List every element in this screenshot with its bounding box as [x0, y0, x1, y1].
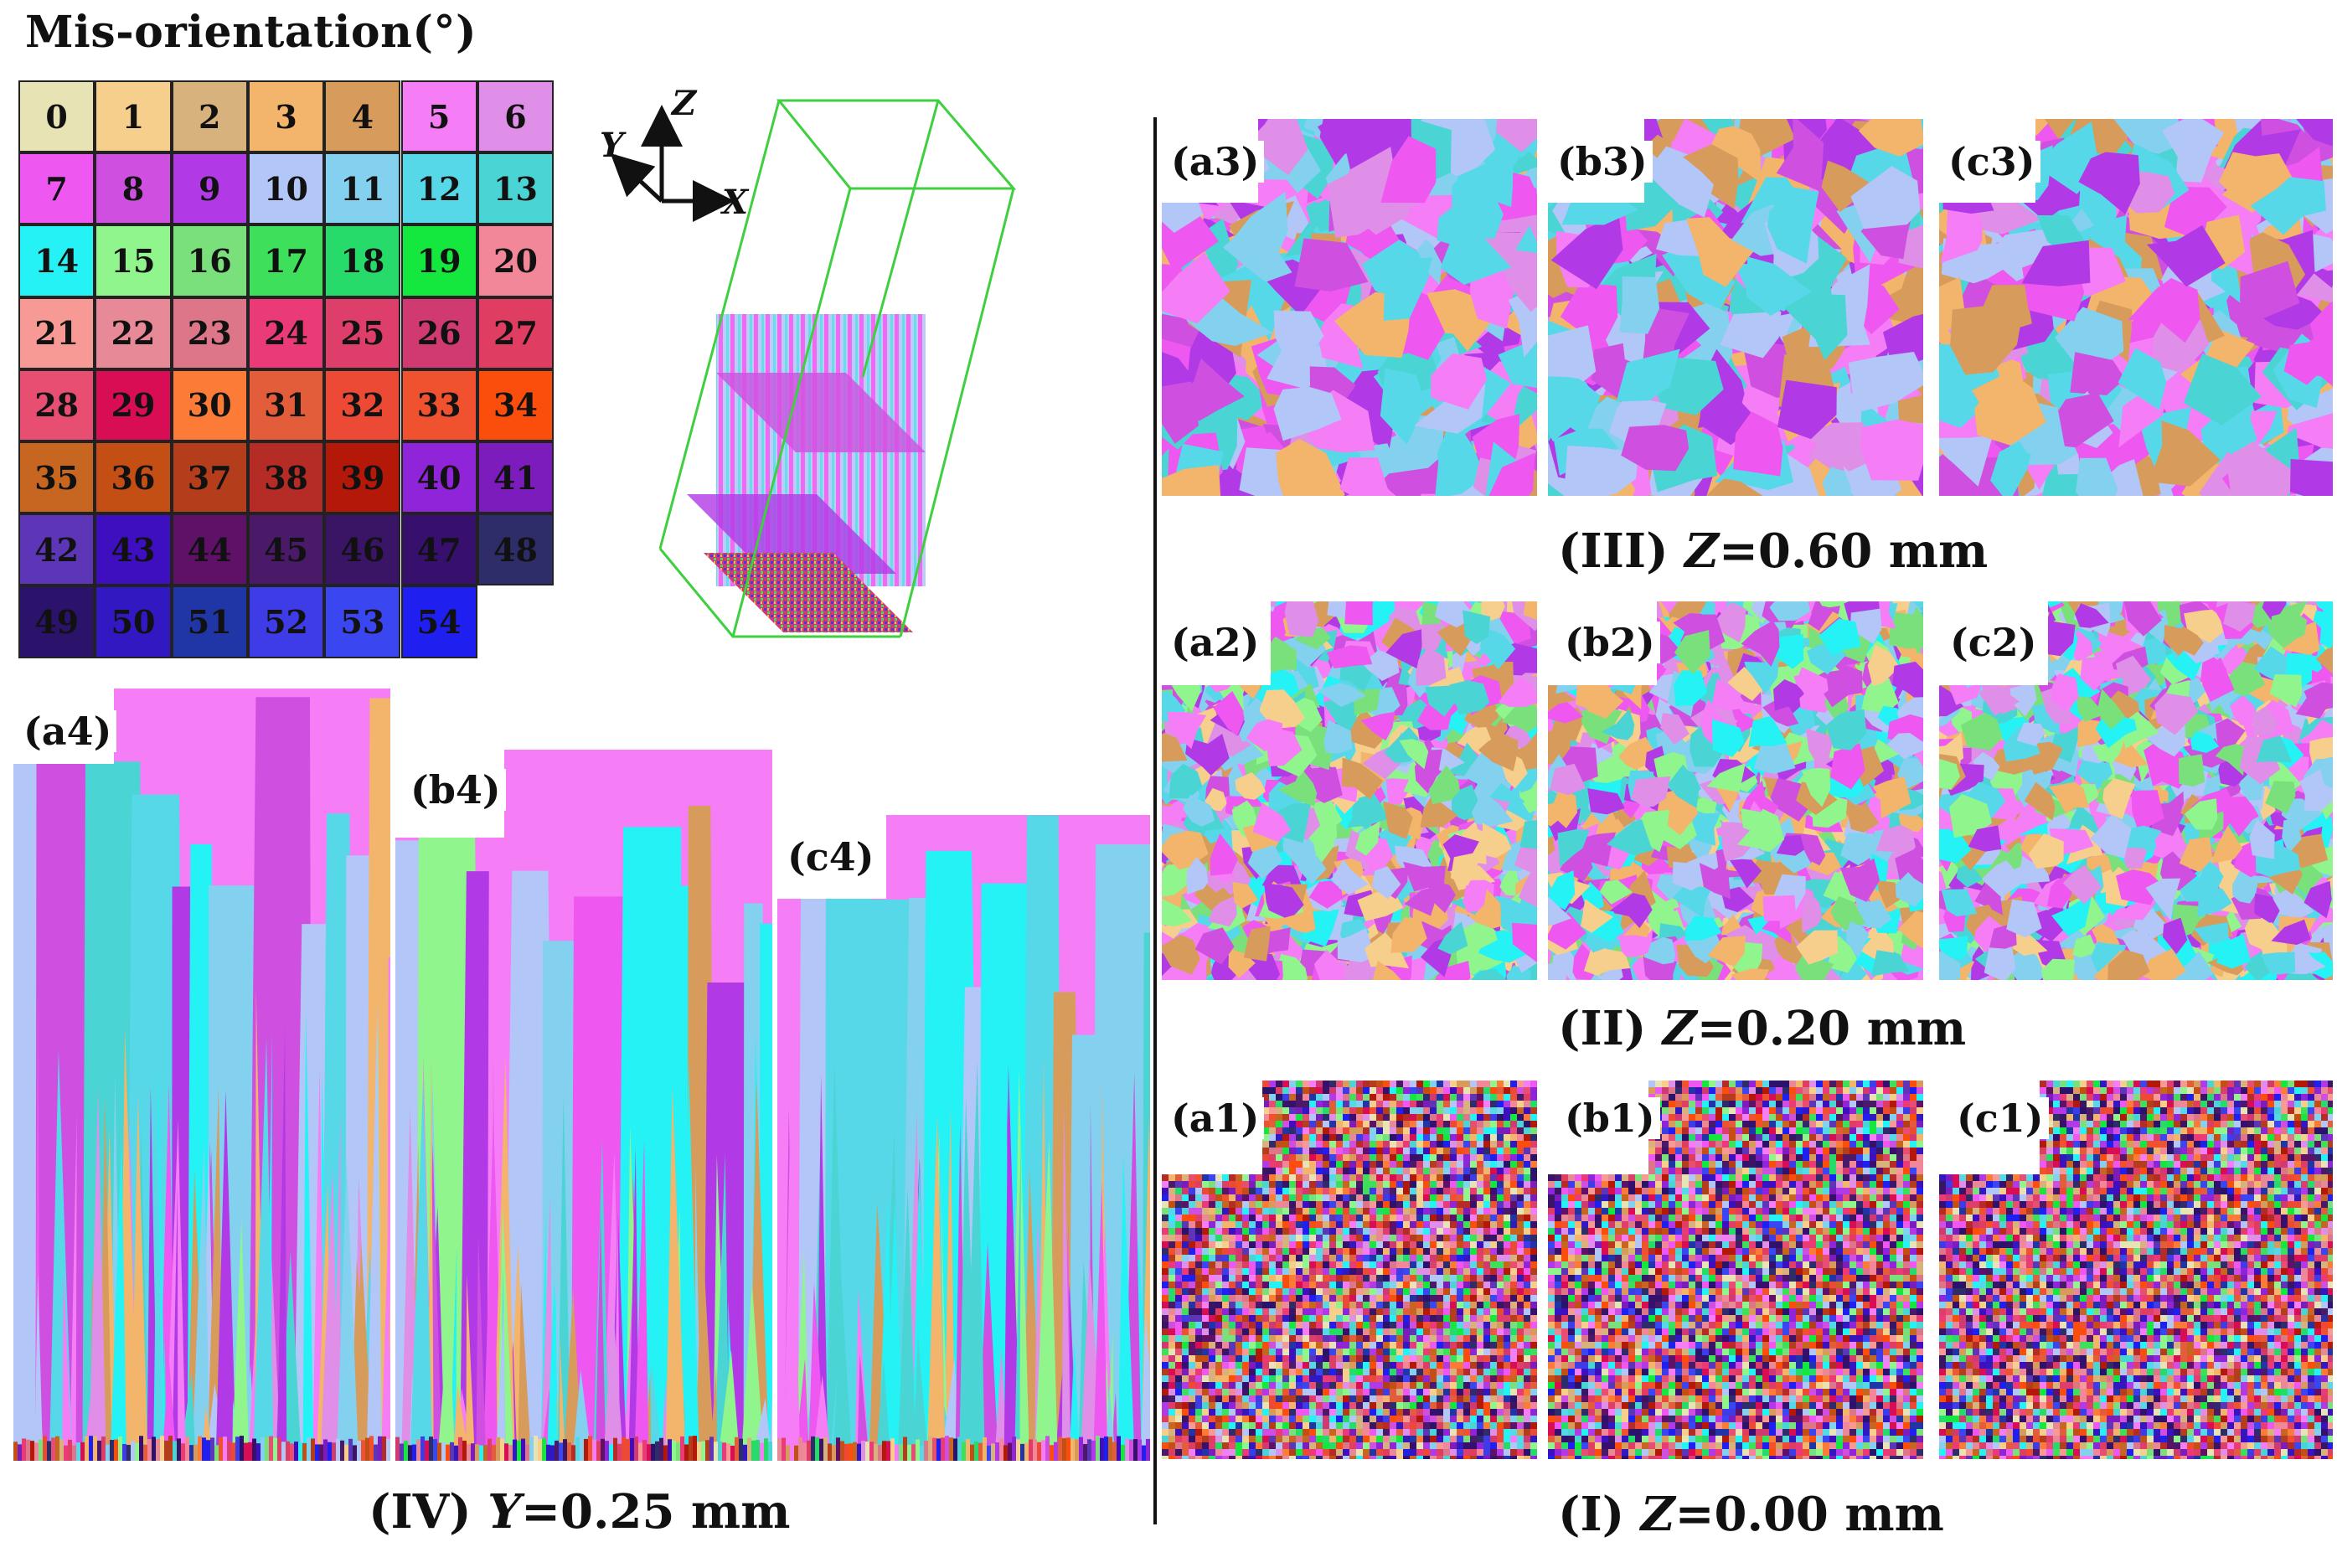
legend-cell: 53	[324, 585, 401, 658]
legend-cell: 16	[171, 224, 248, 297]
legend-cell: 52	[247, 585, 325, 658]
axis-x-label: X	[722, 183, 749, 222]
legend-cell: 18	[324, 224, 401, 297]
domain-3d-schematic	[637, 92, 1039, 645]
legend-cell: 3	[247, 80, 325, 153]
legend-cell: 1	[95, 80, 172, 153]
legend-cell: 51	[171, 585, 248, 658]
panel-a2	[1162, 601, 1537, 980]
panel-label-b1: (b1)	[1560, 1097, 1660, 1139]
legend-cell: 38	[247, 441, 325, 514]
legend-cell: 40	[400, 441, 477, 514]
legend-cell: 24	[247, 297, 325, 369]
legend-cell: 27	[477, 297, 555, 369]
panel-label-a2: (a2)	[1166, 622, 1265, 663]
legend-cell: 21	[18, 297, 95, 369]
legend-cell: 26	[400, 297, 477, 369]
legend-cell: 4	[324, 80, 401, 153]
legend-cell: 34	[477, 369, 555, 441]
section-divider	[1153, 117, 1157, 1524]
legend-cell: 17	[247, 224, 325, 297]
panel-c2	[1939, 601, 2333, 980]
panel-a4	[13, 689, 390, 1461]
caption-ii: (II) Z=0.20 mm	[1558, 1001, 1967, 1056]
legend-cell: 39	[324, 441, 401, 514]
legend-cell: 31	[247, 369, 325, 441]
legend-cell: 49	[18, 585, 95, 658]
legend-cell: 42	[18, 513, 95, 586]
panel-label-c4: (c4)	[782, 836, 880, 878]
panel-b4	[395, 750, 772, 1461]
misorientation-legend: 0 1 2 3 4 5 6 7 8 9 10 11 12 13 14 15 16 17 18 19 20 21 22 23 24…	[18, 80, 563, 675]
legend-cell: 7	[18, 152, 95, 225]
legend-cell: 28	[18, 369, 95, 441]
legend-cell: 2	[171, 80, 248, 153]
legend-cell: 15	[95, 224, 172, 297]
legend-cell: 10	[247, 152, 325, 225]
panel-label-b4: (b4)	[405, 769, 506, 811]
panel-a1	[1162, 1081, 1537, 1459]
legend-cell: 44	[171, 513, 248, 586]
panel-b2	[1548, 601, 1923, 980]
panel-label-a3: (a3)	[1166, 141, 1265, 183]
panel-c4	[777, 815, 1150, 1461]
legend-cell: 35	[18, 441, 95, 514]
axis-z-label: Z	[672, 84, 697, 123]
axis-y-label: Y	[600, 126, 624, 165]
caption-iii: (III) Z=0.60 mm	[1558, 524, 1989, 579]
legend-cell: 46	[324, 513, 401, 586]
legend-cell: 6	[477, 80, 555, 153]
legend-cell: 48	[477, 513, 555, 586]
legend-cell: 20	[477, 224, 555, 297]
legend-cell: 5	[400, 80, 477, 153]
legend-cell: 54	[400, 585, 477, 658]
panel-label-a4: (a4)	[18, 710, 117, 752]
legend-cell: 14	[18, 224, 95, 297]
panel-a3	[1162, 119, 1537, 496]
legend-cell: 30	[171, 369, 248, 441]
panel-label-c1: (c1)	[1952, 1097, 2049, 1139]
panel-label-c3: (c3)	[1943, 141, 2040, 183]
legend-cell: 43	[95, 513, 172, 586]
legend-cell: 8	[95, 152, 172, 225]
legend-cell: 9	[171, 152, 248, 225]
legend-cell: 33	[400, 369, 477, 441]
panel-c3	[1939, 119, 2333, 496]
legend-cell: 12	[400, 152, 477, 225]
axes-arrows-icon	[610, 105, 735, 222]
legend-cell: 11	[324, 152, 401, 225]
legend-cell: 13	[477, 152, 555, 225]
legend-cell: 29	[95, 369, 172, 441]
caption-iv: (IV) Y=0.25 mm	[369, 1484, 791, 1540]
legend-cell: 25	[324, 297, 401, 369]
legend-cell: 41	[477, 441, 555, 514]
legend-cell: 22	[95, 297, 172, 369]
caption-i: (I) Z=0.00 mm	[1558, 1487, 1944, 1542]
panel-label-b3: (b3)	[1552, 141, 1653, 183]
panel-label-c2: (c2)	[1945, 622, 2042, 663]
legend-cell: 0	[18, 80, 95, 153]
legend-cell: 37	[171, 441, 248, 514]
panel-c1	[1939, 1081, 2333, 1459]
legend-cell: 45	[247, 513, 325, 586]
legend-cell: 19	[400, 224, 477, 297]
legend-cell: 23	[171, 297, 248, 369]
coordinate-axes: Z Y X	[596, 84, 756, 226]
panel-label-a1: (a1)	[1166, 1097, 1265, 1139]
panel-label-b2: (b2)	[1560, 622, 1660, 663]
legend-title: Mis-orientation(°)	[25, 7, 477, 58]
legend-cell: 36	[95, 441, 172, 514]
legend-cell: 32	[324, 369, 401, 441]
legend-cell: 47	[400, 513, 477, 586]
legend-cell: 50	[95, 585, 172, 658]
